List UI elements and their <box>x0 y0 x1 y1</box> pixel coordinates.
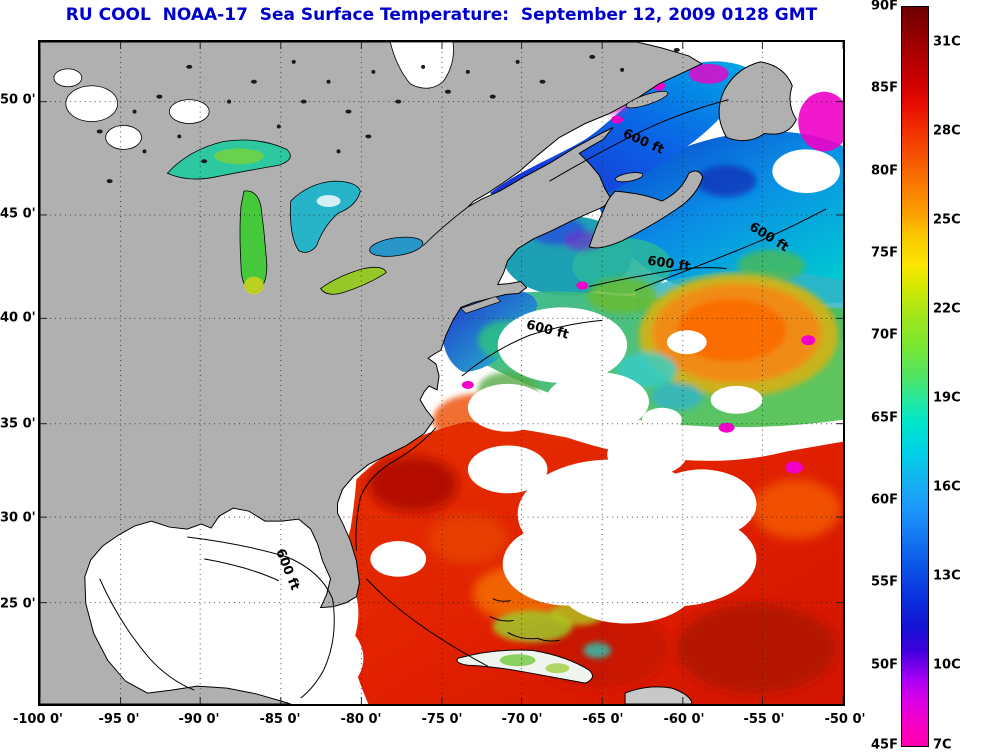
lake-ontario <box>369 236 424 257</box>
colorbar-c-label: 28C <box>933 123 961 139</box>
x-tick-label: -60 0' <box>663 712 705 727</box>
land-long-island <box>460 296 502 314</box>
great-lakes <box>166 139 469 295</box>
cloud-mask <box>89 42 843 704</box>
colorbar-f-label: 85F <box>871 80 898 96</box>
colorbar-f-label: 65F <box>871 410 898 426</box>
colorbar-f-label: 75F <box>871 245 898 261</box>
colorbar-f-label: 50F <box>871 657 898 673</box>
cloud-edge-artifacts <box>461 63 843 474</box>
y-tick-label: 45 0' <box>0 206 36 222</box>
colorbar-f-label: 90F <box>871 0 898 14</box>
colorbar-f-label: 80F <box>871 163 898 179</box>
colorbar-c-label: 13C <box>933 568 961 584</box>
colorbar-c-label: 7C <box>933 737 952 753</box>
colorbar-f-label: 60F <box>871 492 898 508</box>
land-anticosti <box>625 91 669 109</box>
map-plot-area: 600 ft 600 ft 600 ft 600 ft 600 ft <box>38 40 845 706</box>
sst-map: 600 ft 600 ft 600 ft 600 ft 600 ft <box>40 42 843 704</box>
land-hispaniola <box>624 686 693 704</box>
y-tick-label: 50 0' <box>0 92 36 108</box>
colorbar-f-label: 55F <box>871 574 898 590</box>
x-tick-label: -80 0' <box>340 712 382 727</box>
st-lawrence-river <box>422 206 469 247</box>
y-tick-label: 25 0' <box>0 596 36 612</box>
x-tick-label: -95 0' <box>98 712 140 727</box>
colorbar-c-label: 16C <box>933 479 961 495</box>
lake-huron <box>290 180 361 253</box>
x-tick-label: -65 0' <box>582 712 624 727</box>
colorbar <box>901 6 929 747</box>
lake-erie <box>320 266 387 295</box>
x-tick-label: -100 0' <box>12 712 64 727</box>
x-tick-label: -85 0' <box>259 712 301 727</box>
figure-title: RU COOL NOAA-17 Sea Surface Temperature:… <box>65 5 818 25</box>
colorbar-c-label: 22C <box>933 301 961 317</box>
x-tick-label: -70 0' <box>501 712 543 727</box>
colorbar-c-label: 25C <box>933 212 961 228</box>
colorbar-c-label: 10C <box>933 657 961 673</box>
y-tick-label: 30 0' <box>0 510 36 526</box>
canada-lakes-and-snow <box>53 42 680 184</box>
colorbar-f-label: 70F <box>871 327 898 343</box>
land-cuba <box>456 649 593 684</box>
colorbar-c-label: 31C <box>933 34 961 50</box>
map-grid <box>40 42 843 704</box>
x-tick-label: -50 0' <box>824 712 866 727</box>
land-nova-scotia <box>588 170 704 249</box>
colorbar-f-label: 45F <box>871 737 898 753</box>
x-tick-label: -75 0' <box>421 712 463 727</box>
colorbar-c-label: 19C <box>933 390 961 406</box>
x-tick-label: -55 0' <box>743 712 785 727</box>
y-tick-label: 40 0' <box>0 310 36 326</box>
land-pei <box>614 172 644 183</box>
land-newfoundland <box>718 61 797 142</box>
x-tick-label: -90 0' <box>178 712 220 727</box>
bathymetry-contours <box>99 99 827 699</box>
contour-label-600ft: 600 ft <box>646 254 691 275</box>
colorbar-gradient <box>902 7 928 746</box>
y-tick-label: 35 0' <box>0 416 36 432</box>
land-north-america <box>40 42 797 704</box>
